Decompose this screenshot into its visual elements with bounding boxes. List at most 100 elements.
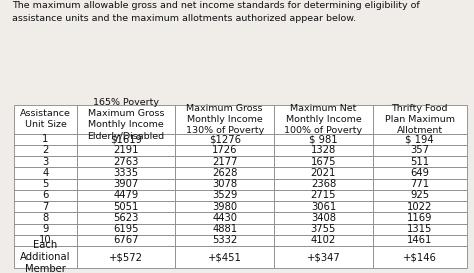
Bar (77, 190, 175, 201)
Bar (175, 246, 274, 268)
Bar (175, 201, 274, 212)
Text: 7: 7 (42, 202, 49, 212)
Bar (77, 145, 175, 156)
Bar (14, 246, 77, 268)
Bar (175, 105, 274, 133)
Bar (274, 201, 373, 212)
Text: 5051: 5051 (113, 202, 139, 212)
Text: 1461: 1461 (407, 235, 432, 245)
Text: +$451: +$451 (208, 252, 242, 262)
Bar (373, 224, 467, 235)
Text: 925: 925 (410, 191, 429, 200)
Text: 2191: 2191 (113, 146, 139, 156)
Bar (373, 145, 467, 156)
Text: Each
Additional
Member: Each Additional Member (20, 240, 71, 273)
Text: 511: 511 (410, 157, 429, 167)
Text: 3755: 3755 (310, 224, 336, 234)
Text: 10: 10 (39, 235, 52, 245)
Text: 3907: 3907 (113, 179, 139, 189)
Text: 2177: 2177 (212, 157, 237, 167)
Bar (175, 167, 274, 179)
Bar (274, 156, 373, 167)
Text: Assistance
Unit Size: Assistance Unit Size (20, 109, 71, 129)
Text: 3529: 3529 (212, 191, 237, 200)
Text: 165% Poverty
Maximum Gross
Monthly Income
Elderly/Disabled: 165% Poverty Maximum Gross Monthly Incom… (88, 98, 164, 141)
Bar (274, 190, 373, 201)
Text: 1315: 1315 (407, 224, 432, 234)
Text: 5: 5 (42, 179, 49, 189)
Bar (175, 133, 274, 145)
Bar (274, 179, 373, 190)
Bar (274, 212, 373, 224)
Text: 6195: 6195 (113, 224, 139, 234)
Text: 4479: 4479 (113, 191, 139, 200)
Bar (14, 179, 77, 190)
Text: 1: 1 (42, 134, 49, 144)
Bar (14, 145, 77, 156)
Text: Thrifty Food
Plan Maximum
Allotment: Thrifty Food Plan Maximum Allotment (385, 104, 455, 135)
Text: 4102: 4102 (311, 235, 336, 245)
Bar (77, 224, 175, 235)
Bar (274, 133, 373, 145)
Text: 2628: 2628 (212, 168, 237, 178)
Bar (77, 212, 175, 224)
Text: 4: 4 (42, 168, 48, 178)
Bar (14, 190, 77, 201)
Text: 2021: 2021 (310, 168, 336, 178)
Bar (175, 224, 274, 235)
Bar (175, 190, 274, 201)
Text: 3078: 3078 (212, 179, 237, 189)
Text: 6767: 6767 (113, 235, 139, 245)
Text: 2763: 2763 (113, 157, 139, 167)
Bar (14, 156, 77, 167)
Text: +$572: +$572 (109, 252, 143, 262)
Bar (373, 190, 467, 201)
Bar (14, 212, 77, 224)
Text: 9: 9 (42, 224, 49, 234)
Bar (77, 201, 175, 212)
Bar (77, 235, 175, 246)
Bar (77, 133, 175, 145)
Text: $1276: $1276 (209, 134, 241, 144)
Bar (14, 133, 77, 145)
Text: 1726: 1726 (212, 146, 237, 156)
Text: 1675: 1675 (310, 157, 336, 167)
Bar (274, 105, 373, 133)
Text: 5332: 5332 (212, 235, 237, 245)
Bar (175, 235, 274, 246)
Text: 4881: 4881 (212, 224, 237, 234)
Text: $1619: $1619 (110, 134, 142, 144)
Bar (77, 179, 175, 190)
Text: 771: 771 (410, 179, 429, 189)
Bar (274, 167, 373, 179)
Bar (77, 105, 175, 133)
Text: Maximum Net
Monthly Income
100% of Poverty: Maximum Net Monthly Income 100% of Pover… (284, 104, 363, 135)
Text: 3408: 3408 (311, 213, 336, 223)
Bar (14, 167, 77, 179)
Bar (14, 105, 77, 133)
Text: +$347: +$347 (307, 252, 340, 262)
Bar (373, 105, 467, 133)
Text: 6: 6 (42, 191, 49, 200)
Text: $ 981: $ 981 (309, 134, 337, 144)
Text: 2715: 2715 (310, 191, 336, 200)
Bar (274, 246, 373, 268)
Bar (175, 156, 274, 167)
Bar (373, 133, 467, 145)
Text: 357: 357 (410, 146, 429, 156)
Text: The maximum allowable gross and net income standards for determining eligibility: The maximum allowable gross and net inco… (12, 1, 419, 22)
Bar (14, 201, 77, 212)
Bar (14, 235, 77, 246)
Bar (77, 246, 175, 268)
Bar (77, 156, 175, 167)
Text: 4430: 4430 (212, 213, 237, 223)
Bar (77, 167, 175, 179)
Text: 1169: 1169 (407, 213, 433, 223)
Text: 2368: 2368 (311, 179, 336, 189)
Text: 3980: 3980 (212, 202, 237, 212)
Text: 1022: 1022 (407, 202, 432, 212)
Text: 3061: 3061 (311, 202, 336, 212)
Text: 2: 2 (42, 146, 49, 156)
Bar (274, 235, 373, 246)
Text: 3: 3 (42, 157, 48, 167)
